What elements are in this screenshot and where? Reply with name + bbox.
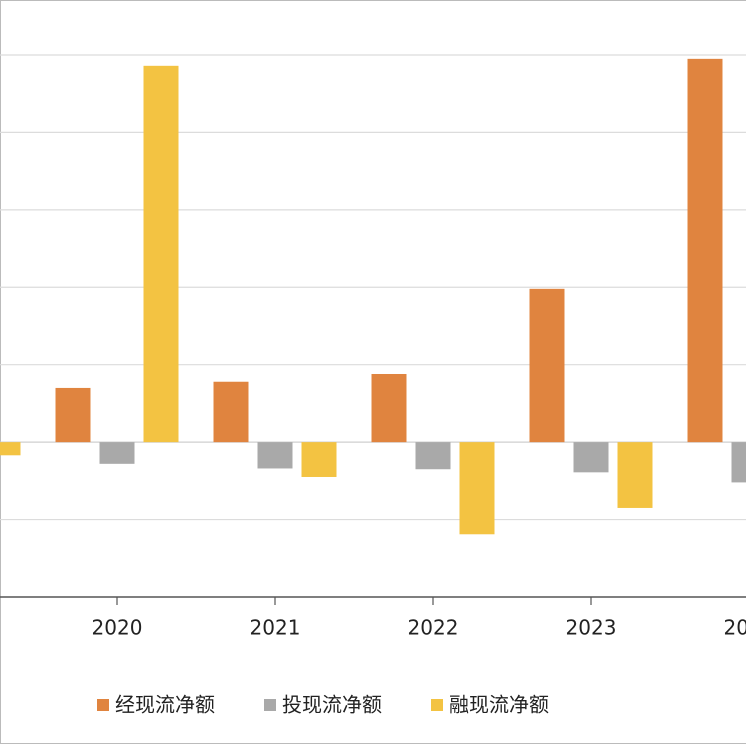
- bar: [617, 442, 653, 508]
- legend-label: 融现流净额: [449, 693, 549, 717]
- x-tick-label: 2022: [408, 616, 459, 640]
- legend-label: 经现流净额: [115, 693, 215, 717]
- bar: [0, 442, 21, 456]
- bar: [687, 58, 723, 443]
- x-tick-label: 2021: [250, 616, 301, 640]
- legend-swatch: [97, 699, 109, 711]
- x-tick-label: 2023: [566, 616, 617, 640]
- bar: [731, 442, 746, 483]
- bar: [99, 442, 135, 464]
- bar: [301, 442, 337, 477]
- x-tick-label: 2024: [724, 616, 746, 640]
- legend-swatch: [264, 699, 276, 711]
- bar: [257, 442, 293, 469]
- legend-swatch: [431, 699, 443, 711]
- bar: [573, 442, 609, 473]
- x-tick-label: 2020: [92, 616, 143, 640]
- bar: [213, 381, 249, 443]
- legend-label: 投现流净额: [282, 693, 382, 717]
- bar: [459, 442, 495, 535]
- bar: [415, 442, 451, 470]
- bar: [529, 288, 565, 443]
- bar: [55, 387, 91, 443]
- bar: [143, 65, 179, 443]
- bar: [371, 373, 407, 443]
